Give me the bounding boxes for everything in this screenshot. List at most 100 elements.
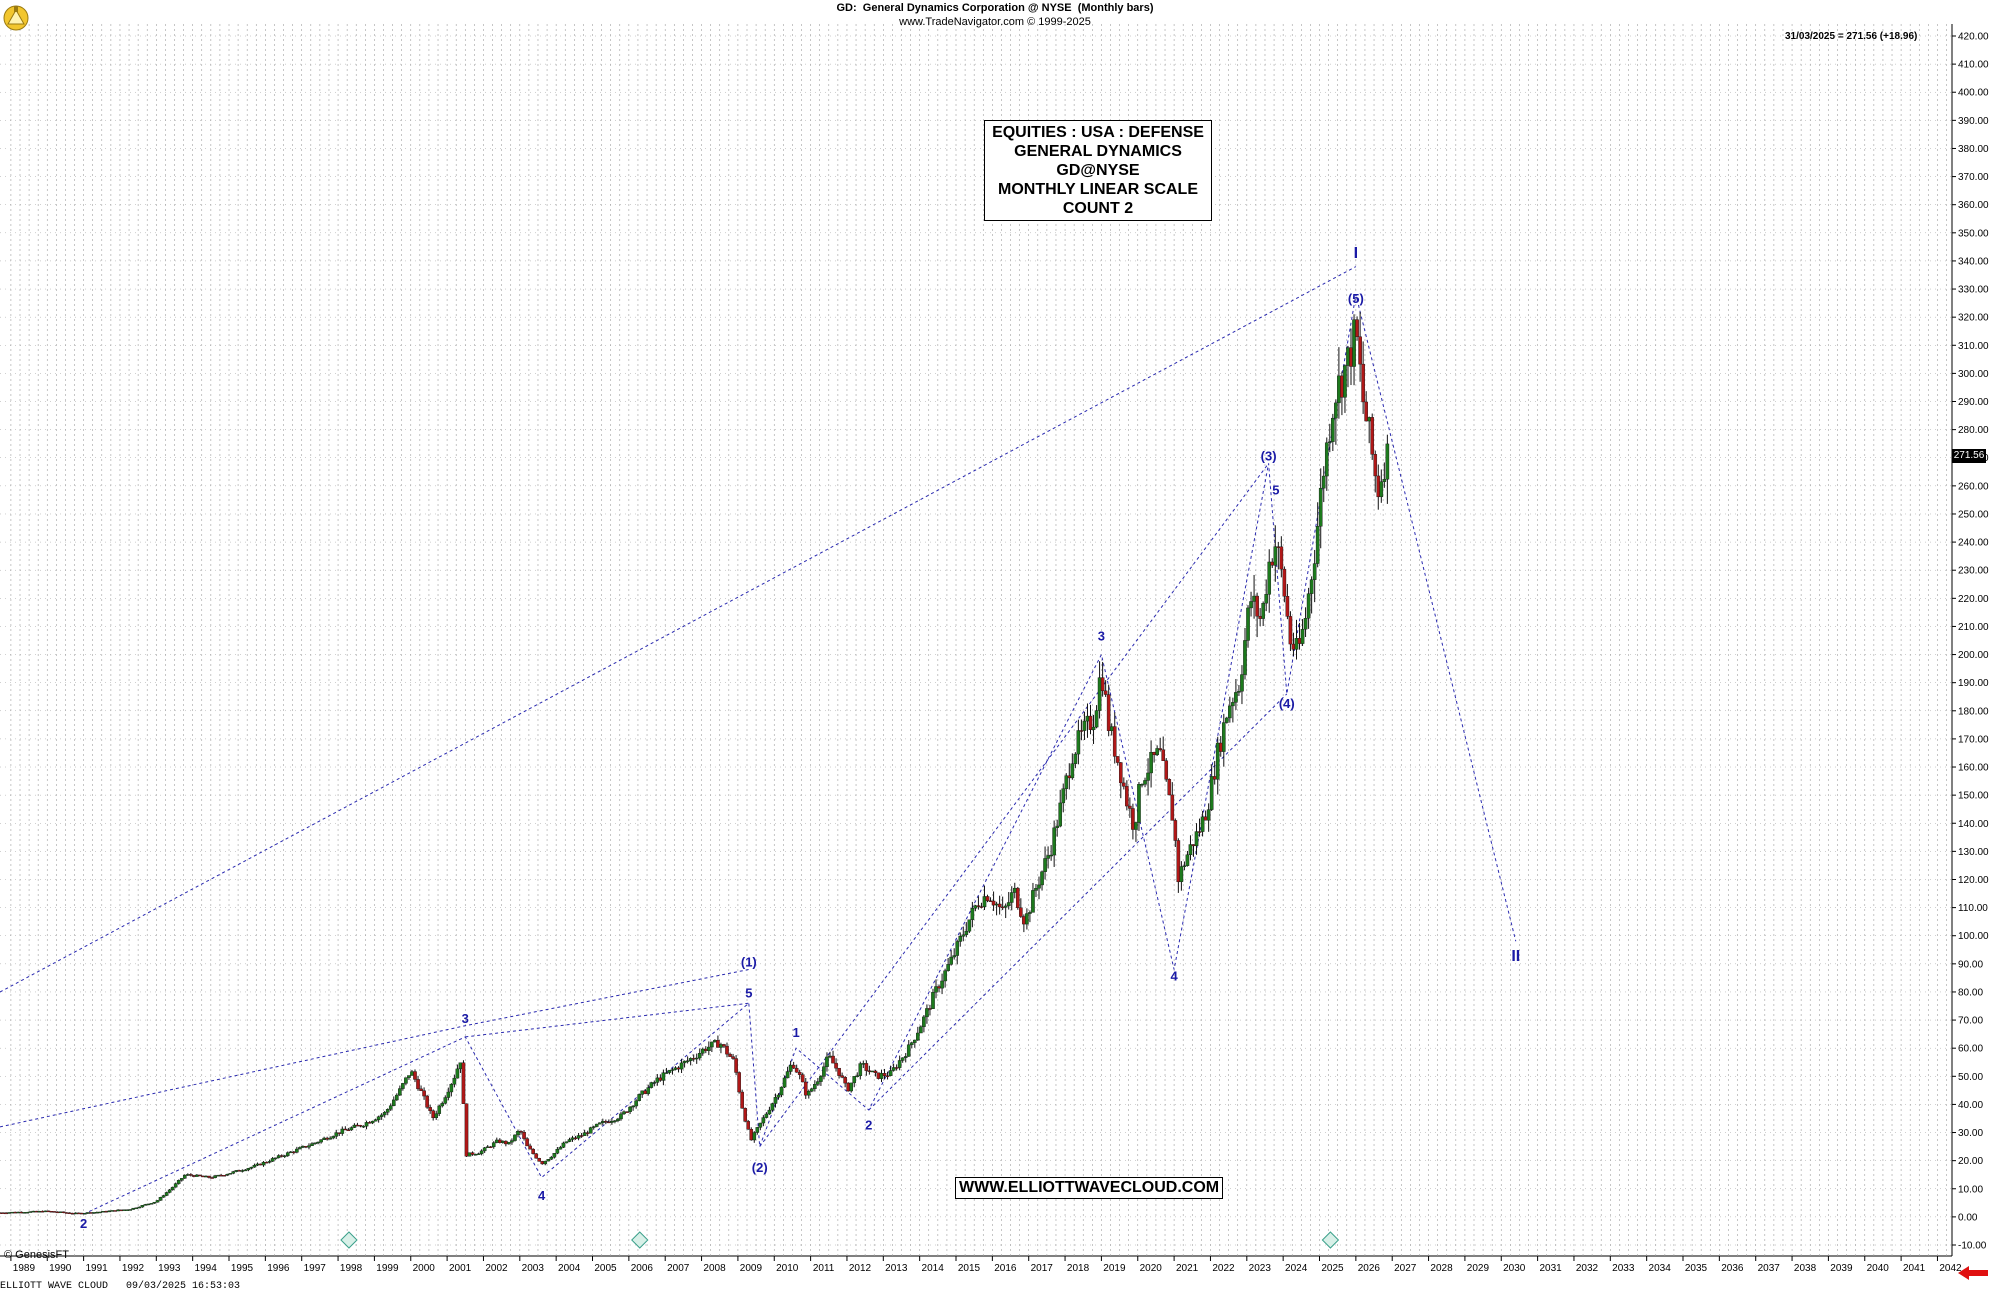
price-bar-body xyxy=(192,1175,196,1177)
price-bar-body xyxy=(83,1213,87,1215)
price-bar-body xyxy=(670,1069,675,1071)
price-bar-body xyxy=(261,1161,266,1166)
price-bar-body xyxy=(1285,596,1290,617)
price-bar-body xyxy=(410,1071,414,1076)
price-bar-body xyxy=(1194,831,1199,847)
left-arrow-icon[interactable] xyxy=(1958,1266,1988,1280)
price-bar-body xyxy=(46,1210,51,1213)
price-bar-body xyxy=(216,1174,220,1177)
price-bar-body xyxy=(831,1055,835,1064)
price-bar-body xyxy=(40,1210,45,1213)
price-bar-body xyxy=(594,1123,599,1127)
wave-line xyxy=(0,266,1357,993)
price-bar-body xyxy=(816,1081,820,1085)
price-bar-body xyxy=(840,1075,844,1078)
price-bar-body xyxy=(1206,809,1211,821)
price-bar-body xyxy=(1282,568,1287,597)
price-bar-body xyxy=(628,1106,632,1112)
price-bar-body xyxy=(107,1210,111,1213)
price-bar-body xyxy=(1328,441,1332,443)
price-bar-body xyxy=(1243,640,1247,675)
price-bar-body xyxy=(540,1161,545,1165)
info-line: GD@NYSE xyxy=(1056,162,1140,179)
price-bar-body xyxy=(637,1094,641,1101)
price-bar-body xyxy=(867,1070,872,1072)
price-bar-body xyxy=(952,955,956,958)
price-bar-body xyxy=(604,1121,608,1123)
price-bar-body xyxy=(967,919,972,932)
price-bar-body xyxy=(1052,827,1056,856)
price-bar-body xyxy=(113,1210,117,1212)
price-bar-body xyxy=(676,1067,681,1070)
price-bar-body xyxy=(588,1127,593,1134)
price-bar-body xyxy=(773,1097,778,1104)
price-bar-body xyxy=(922,1016,926,1027)
x-tick-label: 2020 xyxy=(1140,1263,1163,1274)
status-bar: ELLIOTT WAVE CLOUD 09/03/2025 16:53:03 xyxy=(0,1281,241,1292)
price-bars xyxy=(0,311,1390,1215)
x-tick-label: 2005 xyxy=(594,1263,617,1274)
price-bar-body xyxy=(928,1008,932,1010)
price-bar-body xyxy=(1197,831,1202,833)
x-tick-label: 1995 xyxy=(231,1263,254,1274)
y-tick-label: 70.00 xyxy=(1958,1016,1983,1027)
cycle-marker-icon xyxy=(631,1231,649,1249)
website-link[interactable]: WWW.ELLIOTTWAVECLOUD.COM xyxy=(955,1177,1224,1199)
price-bar-body xyxy=(716,1040,720,1048)
price-bar-body xyxy=(576,1135,581,1139)
price-bar-body xyxy=(531,1148,535,1154)
price-bar-body xyxy=(437,1105,442,1114)
price-bar-body xyxy=(307,1145,311,1148)
y-tick-label: 190.00 xyxy=(1958,678,1989,689)
price-bar-body xyxy=(304,1145,308,1148)
y-tick-label: 120.00 xyxy=(1958,875,1989,886)
price-bar-body xyxy=(1158,748,1162,751)
x-tick-label: 1990 xyxy=(49,1263,72,1274)
price-bar-body xyxy=(182,1174,187,1179)
wave-line xyxy=(868,693,1288,1111)
price-bar-body xyxy=(1137,784,1141,823)
price-bar-body xyxy=(661,1072,666,1081)
price-bar-body xyxy=(240,1170,245,1172)
price-bar-body xyxy=(813,1084,817,1089)
y-tick-label: 240.00 xyxy=(1958,538,1989,549)
price-bar-body xyxy=(903,1056,908,1058)
price-bar-body xyxy=(37,1210,42,1213)
x-axis: 1989 1990 1991 1992 1993 1994 1995 1996 1997 1998… xyxy=(10,1231,1962,1274)
y-tick-label: 80.00 xyxy=(1958,987,1983,998)
price-bar-body xyxy=(473,1154,478,1156)
price-bar-body xyxy=(1297,638,1302,644)
price-bar-body xyxy=(95,1211,99,1214)
price-bar-body xyxy=(591,1126,596,1128)
price-bar-body xyxy=(425,1095,429,1108)
price-bar-body xyxy=(7,1212,11,1214)
price-bar-body xyxy=(1112,726,1117,757)
price-bar-body xyxy=(464,1103,469,1157)
price-bar-body xyxy=(504,1140,508,1145)
x-tick-label: 2022 xyxy=(1212,1263,1235,1274)
price-bar-body xyxy=(470,1152,475,1155)
cycle-marker-icon xyxy=(1321,1231,1340,1249)
price-bar-body xyxy=(791,1064,796,1069)
price-bar-body xyxy=(207,1175,211,1178)
price-bar-body xyxy=(1164,760,1169,780)
price-bar-body xyxy=(1225,717,1229,723)
price-bar-body xyxy=(1149,752,1153,774)
price-bar-body xyxy=(440,1103,445,1107)
price-bar-body xyxy=(834,1062,838,1069)
x-tick-label: 2026 xyxy=(1358,1263,1381,1274)
x-tick-label: 2007 xyxy=(667,1263,690,1274)
price-bar-body xyxy=(776,1094,781,1098)
price-bar-body xyxy=(443,1097,448,1104)
price-bar-body xyxy=(1049,854,1053,857)
wave-label: II xyxy=(1511,948,1520,965)
price-bar-body xyxy=(343,1128,348,1131)
price-bar-body xyxy=(755,1127,760,1133)
price-bar-body xyxy=(1273,546,1278,566)
price-bar-body xyxy=(1309,579,1314,594)
price-bar-body xyxy=(1167,779,1172,796)
y-tick-label: 130.00 xyxy=(1958,847,1989,858)
price-bar-body xyxy=(622,1111,626,1115)
price-bar-body xyxy=(997,903,1002,908)
